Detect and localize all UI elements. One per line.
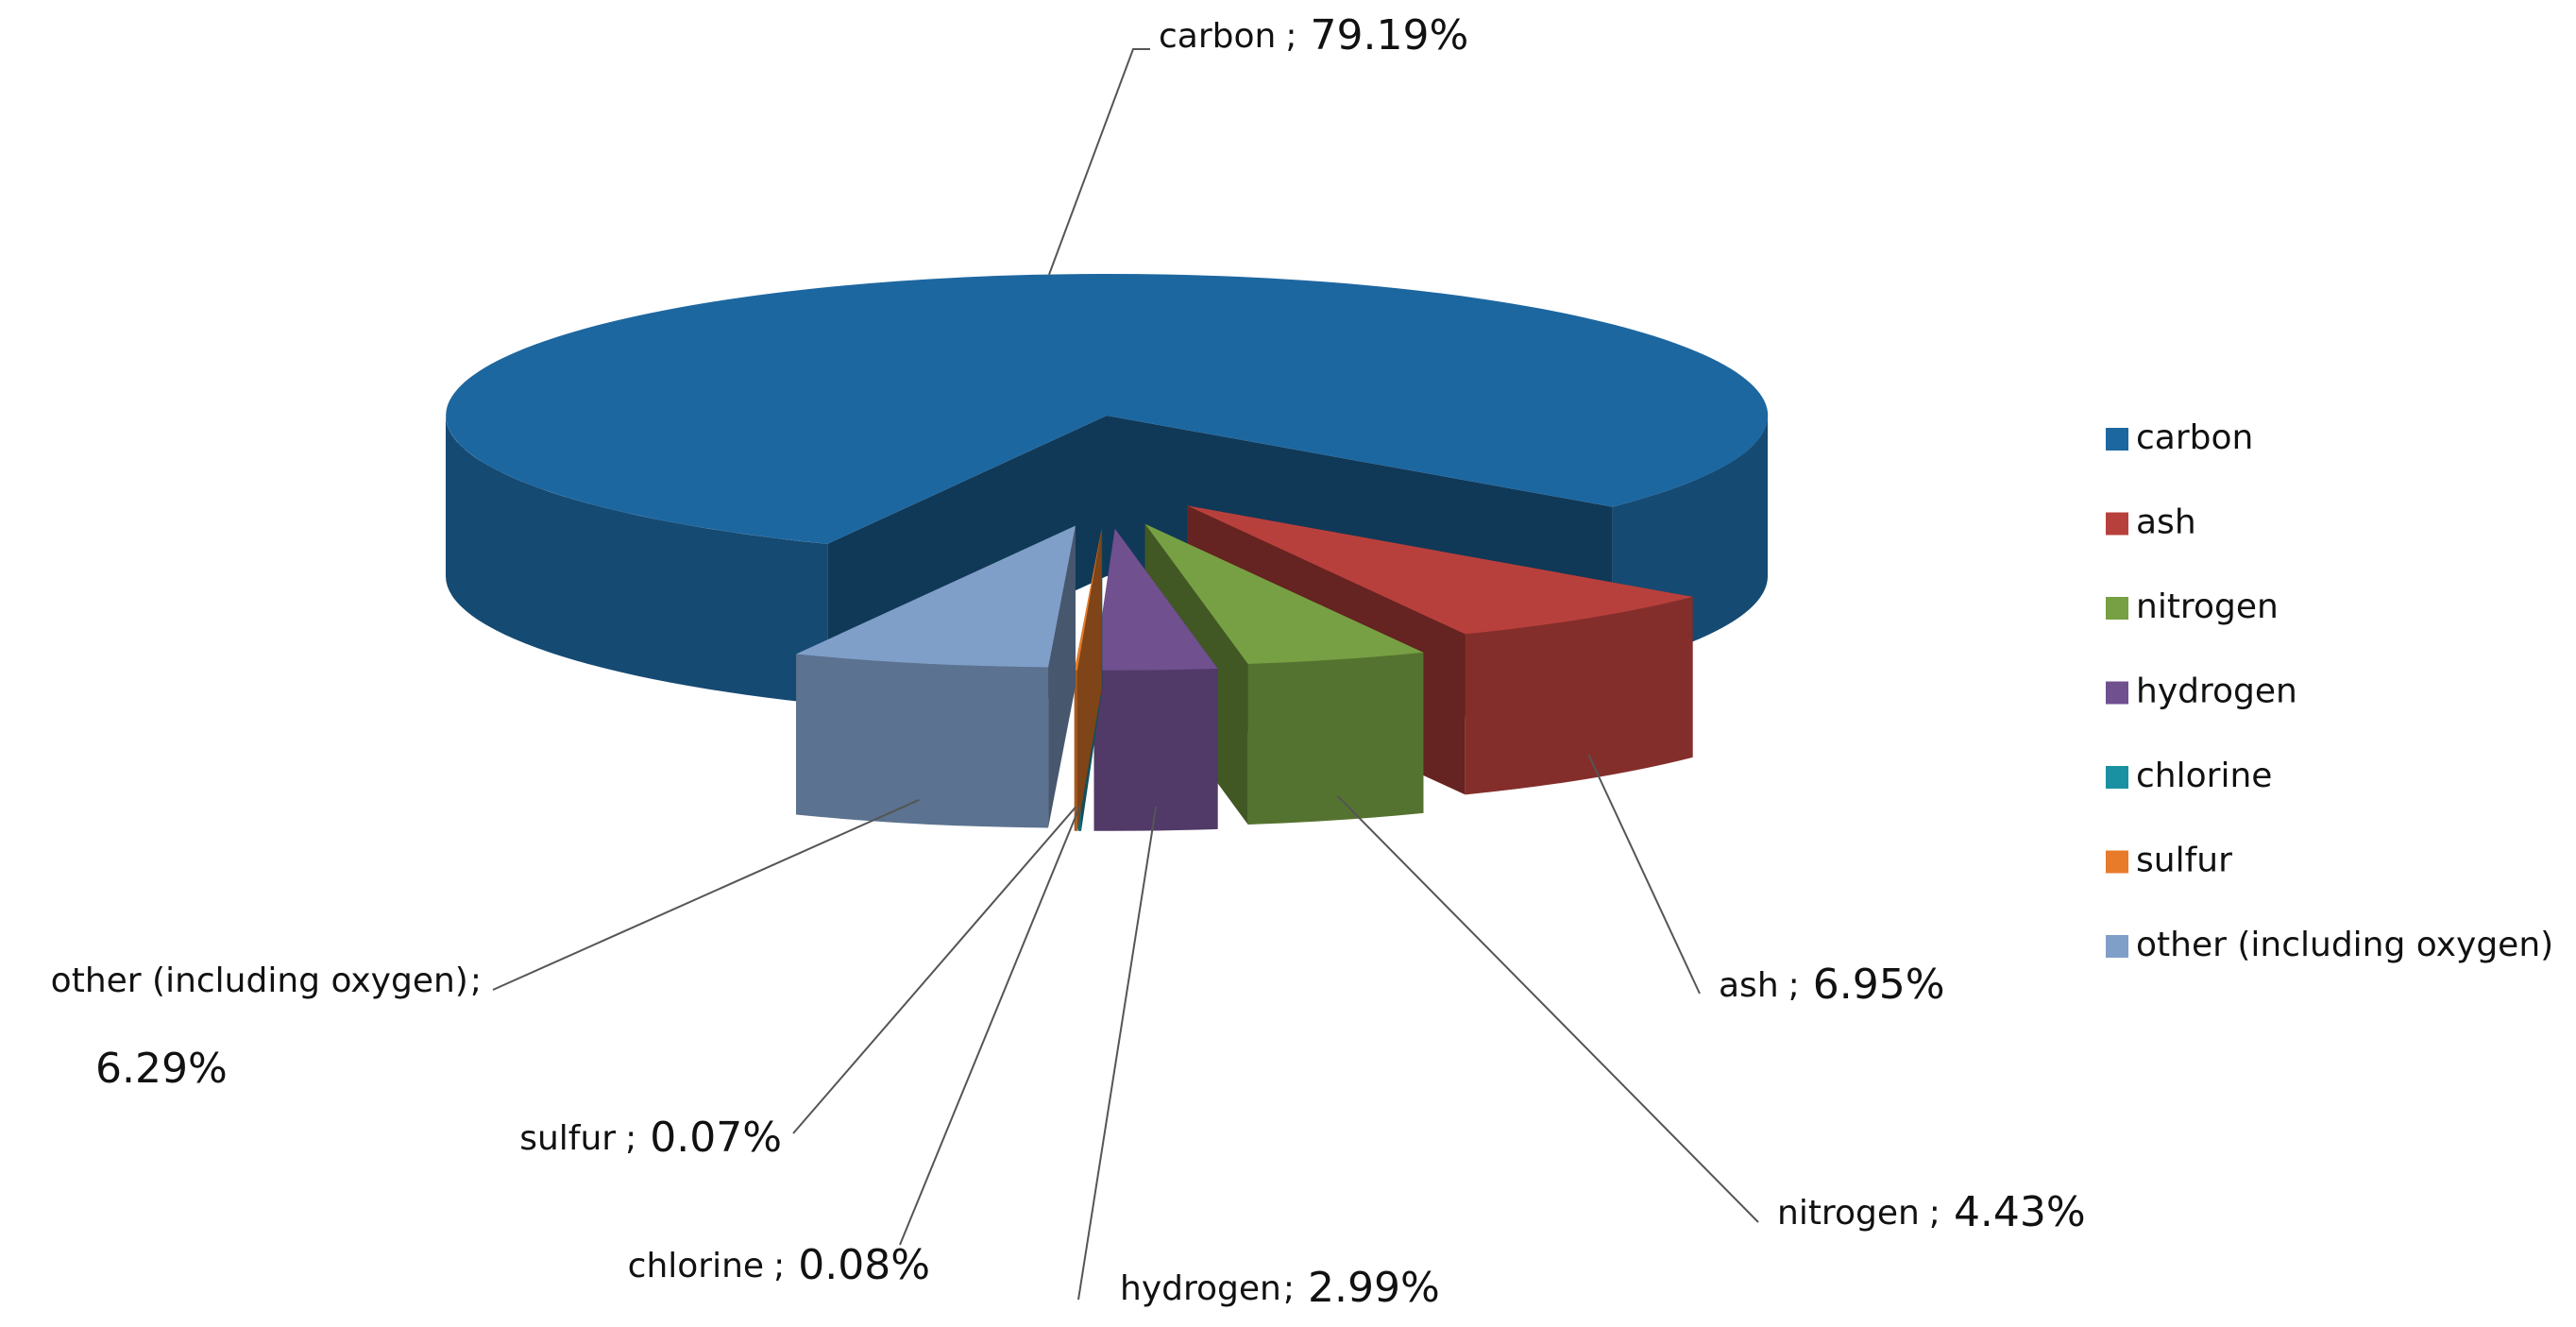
slice-wall: [1074, 670, 1077, 831]
slice-wall: [1093, 668, 1218, 831]
slice: [1093, 528, 1218, 671]
legend-swatch: [2106, 597, 2128, 620]
legend-swatch: [2106, 428, 2128, 451]
legend-swatch: [2106, 935, 2128, 958]
legend-label: other (including oxygen): [2136, 926, 2553, 964]
data-label: chlorine; 0.08%: [628, 1241, 930, 1289]
label-value: 0.08%: [798, 1241, 930, 1289]
label-name: nitrogen: [1777, 1194, 1920, 1233]
slice: [1144, 523, 1424, 664]
data-label: ash; 6.95%: [1719, 961, 1945, 1009]
legend-swatch: [2106, 681, 2128, 705]
leader-line: [792, 806, 1077, 1134]
slice: [1187, 505, 1693, 635]
leader-line: [1077, 806, 1158, 1301]
leader-line: [1336, 795, 1759, 1223]
legend-label: hydrogen: [2136, 672, 2297, 711]
legend-label: nitrogen: [2136, 587, 2279, 626]
data-label: sulfur; 0.07%: [519, 1114, 782, 1162]
slice-wall: [796, 654, 1049, 828]
legend-swatch: [2106, 512, 2128, 536]
data-label: nitrogen; 4.43%: [1777, 1188, 2086, 1236]
label-separator: ;: [1929, 1194, 1940, 1233]
slice-wall: [1465, 596, 1693, 795]
legend-label: sulfur: [2136, 842, 2232, 880]
label-separator: ;: [773, 1247, 785, 1285]
slice: [796, 525, 1076, 668]
label-value: 6.95%: [1813, 961, 1945, 1009]
label-value: 2.99%: [1308, 1264, 1440, 1312]
label-name: ash: [1719, 966, 1779, 1005]
label-value: 4.43%: [1954, 1188, 2086, 1236]
leader-line: [1587, 754, 1701, 995]
label-separator: ;: [1285, 17, 1296, 56]
data-label: carbon; 79.19%: [1159, 11, 1468, 60]
slice: [446, 273, 1769, 544]
leader-line: [1048, 48, 1150, 275]
label-name: hydrogen: [1120, 1269, 1281, 1308]
label-name: other (including oxygen): [51, 961, 468, 1000]
data-label: hydrogen; 2.99%: [1120, 1264, 1440, 1312]
leader-line: [899, 806, 1081, 1246]
legend-label: chlorine: [2136, 757, 2272, 795]
legend-swatch: [2106, 766, 2128, 789]
data-label: other (including oxygen);: [51, 961, 482, 1000]
data-value: 6.29%: [95, 1045, 228, 1093]
slice: [1144, 523, 1424, 825]
slice: [1074, 528, 1102, 671]
slice-wall: [446, 416, 828, 705]
legend-swatch: [2106, 850, 2128, 874]
legend-label: carbon: [2136, 418, 2253, 457]
label-separator: ;: [1283, 1269, 1295, 1308]
label-name: chlorine: [628, 1247, 764, 1285]
label-name: carbon: [1159, 17, 1276, 56]
leader-line: [492, 798, 920, 991]
label-separator: ;: [625, 1119, 636, 1158]
label-separator: ;: [470, 961, 482, 1000]
label-separator: ;: [1788, 966, 1800, 1005]
legend-label: ash: [2136, 503, 2196, 542]
slice: [1074, 528, 1102, 831]
slice: [796, 525, 1076, 828]
label-value: 0.07%: [650, 1114, 782, 1162]
slice-side: [1074, 528, 1102, 831]
label-name: sulfur: [519, 1119, 616, 1158]
slice-wall: [1247, 652, 1424, 825]
slice: [1093, 528, 1218, 831]
label-value: 79.19%: [1311, 11, 1469, 60]
